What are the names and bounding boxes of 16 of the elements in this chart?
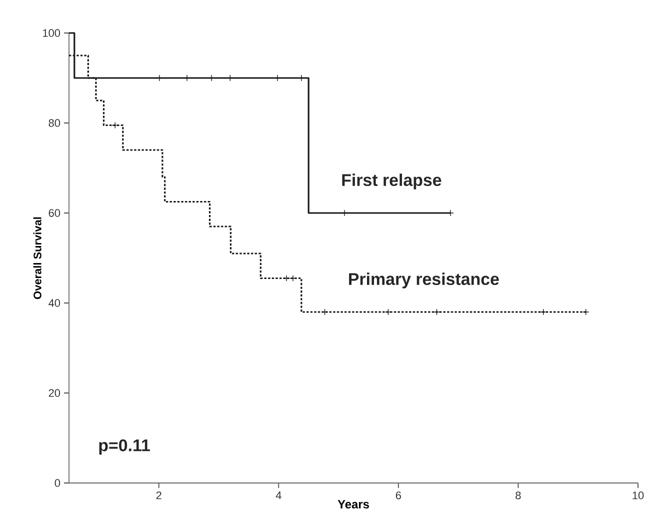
y-tick-label: 20 [48, 389, 60, 397]
x-tick-label: 10 [632, 492, 644, 500]
x-tick-label: 6 [396, 492, 401, 500]
y-tick-label: 80 [48, 119, 60, 127]
x-tick-label: 2 [156, 492, 162, 500]
y-axis-title: Overall Survival [33, 217, 42, 299]
y-tick-label: 60 [48, 209, 60, 217]
x-tick-label: 8 [516, 492, 521, 500]
y-tick-label: 0 [54, 479, 60, 487]
x-tick-label: 4 [276, 492, 282, 500]
y-tick-label: 40 [48, 299, 60, 307]
annotation: p=0.11 [99, 439, 150, 455]
annotation: Primary resistance [349, 272, 499, 288]
annotation: First relapse [342, 174, 442, 190]
x-axis-title: Years [338, 500, 369, 508]
y-tick-label: 100 [43, 29, 60, 37]
